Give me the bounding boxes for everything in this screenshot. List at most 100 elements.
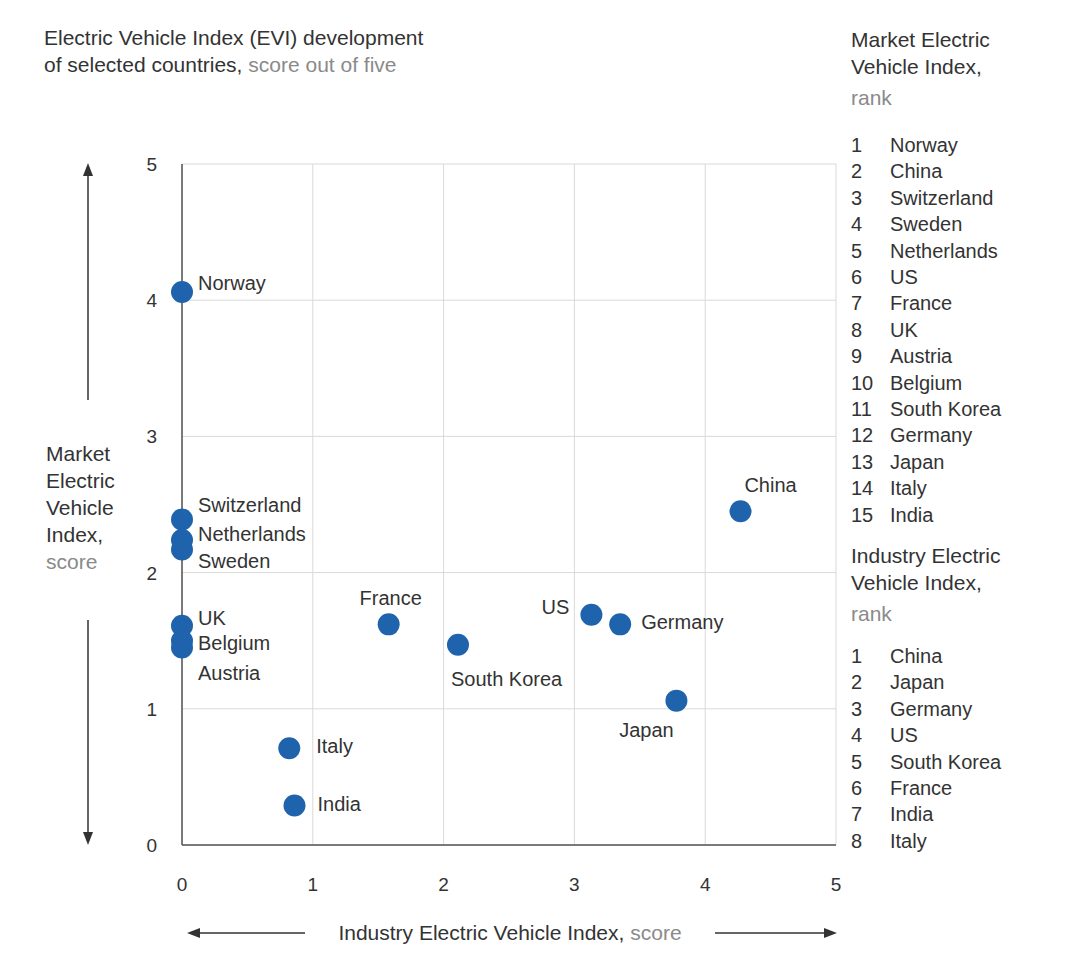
rank-number: 4: [851, 722, 862, 749]
rank-number: 8: [851, 317, 862, 344]
point-labels: NorwaySwitzerlandNetherlandsSwedenUKBelg…: [198, 272, 798, 814]
rank-number: 1: [851, 643, 862, 670]
y-tick-label: 3: [146, 426, 157, 447]
rank-country: Switzerland: [890, 185, 993, 212]
rank-number: 2: [851, 158, 862, 185]
rank-number: 14: [851, 475, 873, 502]
rank-country: China: [890, 158, 942, 185]
rank-country: Netherlands: [890, 238, 998, 265]
point-label: China: [744, 474, 797, 496]
y-tick-label: 1: [146, 699, 157, 720]
point: [171, 637, 193, 659]
rank-country: France: [890, 290, 952, 317]
rank-country: China: [890, 643, 942, 670]
point-label: South Korea: [451, 668, 563, 690]
axis-arrows: [83, 163, 837, 938]
y-tick-label: 0: [146, 835, 157, 856]
x-grid-line: [312, 164, 313, 845]
rank-number: 1: [851, 132, 862, 159]
point: [447, 634, 469, 656]
rank-number: 3: [851, 696, 862, 723]
rank-unit: rank: [851, 84, 892, 111]
x-label-unit: score: [630, 921, 681, 944]
point-label: France: [360, 587, 422, 609]
x-tick-label: 5: [831, 874, 842, 895]
x-label-text: Industry Electric Vehicle Index,: [338, 921, 624, 944]
rank-country: Norway: [890, 132, 958, 159]
rank-country: Japan: [890, 449, 945, 476]
rank-country: Japan: [890, 669, 945, 696]
rank-number: 5: [851, 238, 862, 265]
y-axis-label: Market Electric Vehicle Index, score: [46, 440, 128, 575]
rank-unit: rank: [851, 600, 892, 627]
point-label: Netherlands: [198, 523, 306, 545]
y-grid-line: [182, 845, 836, 846]
y-label-text: Market Electric Vehicle Index,: [46, 442, 115, 546]
rank-country: India: [890, 502, 933, 529]
points: [171, 281, 752, 816]
y-grid-line: [182, 436, 836, 437]
rank-number: 6: [851, 775, 862, 802]
point-label: Japan: [619, 719, 674, 741]
point-label: UK: [198, 607, 226, 629]
rank-number: 8: [851, 828, 862, 855]
x-axis: [182, 844, 836, 846]
rank-number: 3: [851, 185, 862, 212]
y-grid-line: [182, 708, 836, 709]
x-tick-label: 1: [308, 874, 319, 895]
rank-country: UK: [890, 317, 918, 344]
rank-country: Sweden: [890, 211, 962, 238]
rank-country: US: [890, 722, 918, 749]
x-grid-line: [182, 164, 183, 845]
rank-number: 12: [851, 422, 873, 449]
point-label: Belgium: [198, 632, 270, 654]
x-grid-line: [443, 164, 444, 845]
rank-number: 13: [851, 449, 873, 476]
y-axis: [181, 164, 183, 845]
rank-country: Austria: [890, 343, 952, 370]
y-grid-line: [182, 164, 836, 165]
x-axis-label: Industry Electric Vehicle Index, score: [310, 919, 710, 946]
rank-number: 15: [851, 502, 873, 529]
point: [609, 613, 631, 635]
rank-country: Germany: [890, 422, 972, 449]
x-tick-label: 4: [700, 874, 711, 895]
point: [171, 538, 193, 560]
point: [171, 281, 193, 303]
point: [730, 500, 752, 522]
rank-number: 5: [851, 749, 862, 776]
rank-number: 7: [851, 801, 862, 828]
point: [278, 737, 300, 759]
rank-country: Germany: [890, 696, 972, 723]
point-label: Italy: [316, 735, 353, 757]
title: Electric Vehicle Index (EVI) development…: [44, 24, 436, 78]
rank-number: 10: [851, 370, 873, 397]
rank-country: US: [890, 264, 918, 291]
grid: [182, 164, 836, 845]
rank-title: Industry Electric Vehicle Index,: [851, 544, 1000, 594]
point: [283, 795, 305, 817]
point-label: Sweden: [198, 550, 270, 572]
rank-country: South Korea: [890, 396, 1001, 423]
point-label: Norway: [198, 272, 266, 294]
rank-heading: Industry Electric Vehicle Index,: [851, 542, 1031, 596]
point: [171, 508, 193, 530]
x-grid-line: [574, 164, 575, 845]
rank-number: 11: [851, 396, 872, 423]
y-tick-label: 2: [146, 563, 157, 584]
x-tick-label: 0: [177, 874, 188, 895]
point: [378, 613, 400, 635]
rank-heading: Market Electric Vehicle Index,: [851, 26, 1031, 80]
point-label: Austria: [198, 662, 261, 684]
point: [665, 690, 687, 712]
y-label-unit: score: [46, 550, 97, 573]
x-tick-label: 3: [569, 874, 580, 895]
x-tick-label: 2: [438, 874, 449, 895]
y-tick-label: 5: [146, 154, 157, 175]
x-grid-line: [705, 164, 706, 845]
y-grid-line: [182, 300, 836, 301]
point-label: Germany: [641, 611, 723, 633]
rank-country: Italy: [890, 828, 927, 855]
rank-number: 6: [851, 264, 862, 291]
y-grid-line: [182, 572, 836, 573]
